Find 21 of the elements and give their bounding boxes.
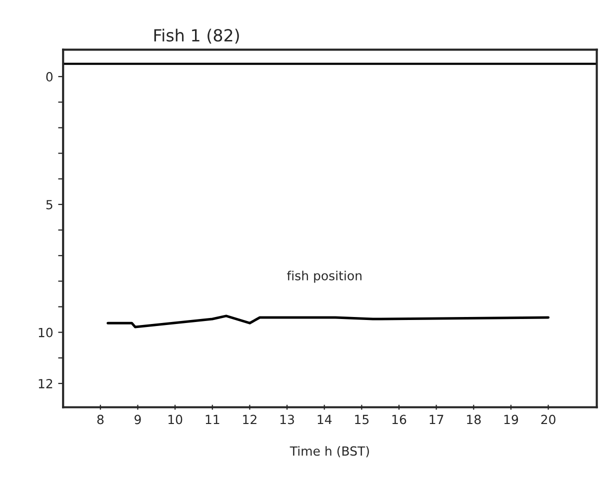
x-tick-label: 14 [318, 414, 332, 424]
x-tick-label: 15 [355, 414, 369, 424]
x-tick-label: 10 [168, 414, 182, 424]
y-tick-label: 5 [46, 200, 52, 210]
x-tick-label: 20 [541, 414, 556, 424]
y-tick-label: 0 [46, 72, 53, 82]
x-tick-label: 17 [430, 414, 444, 424]
x-tick-label: 13 [280, 414, 294, 424]
x-axis-title: Time h (BST) [290, 446, 369, 458]
x-tick-label: 18 [467, 414, 481, 424]
y-tick-label: 12 [38, 378, 52, 388]
line-series [106, 314, 550, 328]
x-tick-label: 9 [134, 414, 141, 424]
x-tick-label: 16 [392, 414, 406, 424]
y-tick-label: 10 [38, 328, 53, 338]
annotation: fish position [287, 270, 362, 283]
x-tick-label: 8 [97, 414, 104, 424]
x-tick-label: 19 [504, 414, 518, 424]
x-tick-label: 11 [206, 414, 220, 424]
chart-title: Fish 1 (82) [154, 28, 239, 44]
x-tick-label: 12 [243, 414, 256, 424]
